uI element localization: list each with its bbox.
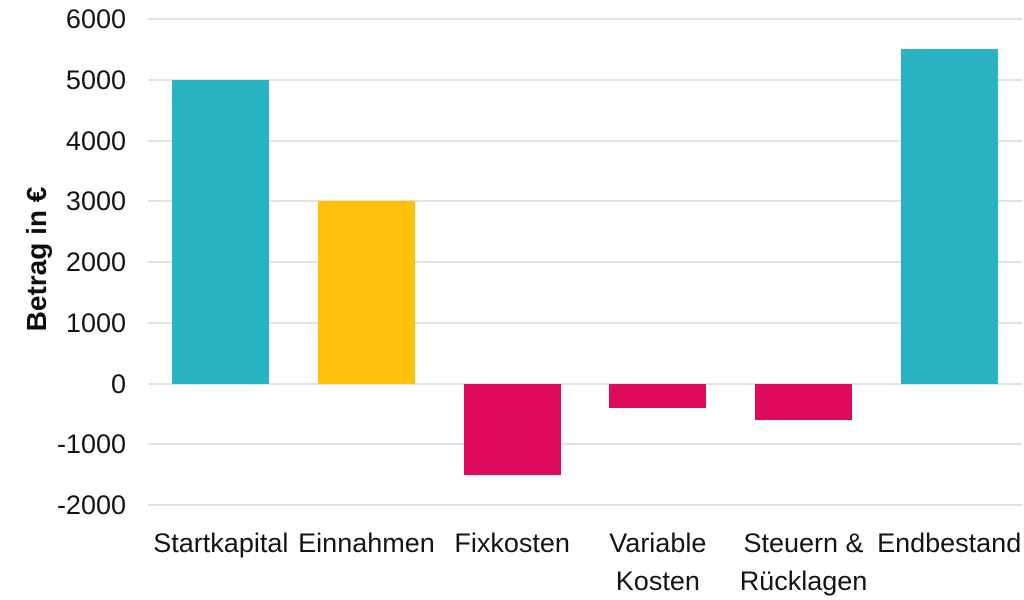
x-tick-label-line: Endbestand xyxy=(877,528,1022,558)
x-tick-label-startkapital: Startkapital xyxy=(140,524,302,562)
x-tick-label-fixkosten: Fixkosten xyxy=(431,524,593,562)
bar-endbestand xyxy=(900,49,998,384)
x-tick-label-einnahmen: Einnahmen xyxy=(286,524,448,562)
x-tick-label-line: Rücklagen xyxy=(739,566,868,596)
x-tick-label-line: Steuern & xyxy=(743,528,864,558)
x-tick-label-line: Fixkosten xyxy=(454,528,570,558)
gridline--1000 xyxy=(148,443,1022,446)
gridline-1000 xyxy=(148,321,1022,324)
bar-fixkosten xyxy=(463,383,561,475)
y-tick-label-3000: 3000 xyxy=(65,186,126,217)
x-tick-label-endbestand: Endbestand xyxy=(868,524,1024,562)
gridline-6000 xyxy=(148,18,1022,20)
x-tick-label-variable-kosten: Variable Kosten xyxy=(577,524,739,600)
y-tick-label-4000: 4000 xyxy=(65,125,126,156)
gridline-0 xyxy=(148,382,1022,385)
y-tick-label--1000: -1000 xyxy=(56,429,126,460)
bar-steuern-rücklagen xyxy=(755,383,852,420)
bar-variable-kosten xyxy=(609,383,707,408)
gridline--2000 xyxy=(148,504,1022,506)
x-tick-label-line: Einnahmen xyxy=(298,528,435,558)
y-tick-label-0: 0 xyxy=(110,368,126,399)
y-tick-label-1000: 1000 xyxy=(65,307,126,338)
gridline-3000 xyxy=(148,200,1022,203)
gridline-4000 xyxy=(148,139,1022,142)
y-tick-label-2000: 2000 xyxy=(65,247,126,277)
gridline-2000 xyxy=(148,261,1022,263)
bar-startkapital xyxy=(172,79,270,384)
x-tick-label-line: Kosten xyxy=(615,566,700,596)
gridline-5000 xyxy=(148,78,1022,81)
bar-einnahmen xyxy=(318,201,415,384)
x-tick-label-steuern-rücklagen: Steuern & Rücklagen xyxy=(723,524,885,600)
x-tick-label-line: Startkapital xyxy=(153,528,289,558)
x-tick-label-line: Variable xyxy=(609,528,707,558)
y-tick-label--2000: -2000 xyxy=(56,490,126,520)
y-tick-label-5000: 5000 xyxy=(65,64,126,95)
y-tick-label-6000: 6000 xyxy=(65,4,126,34)
